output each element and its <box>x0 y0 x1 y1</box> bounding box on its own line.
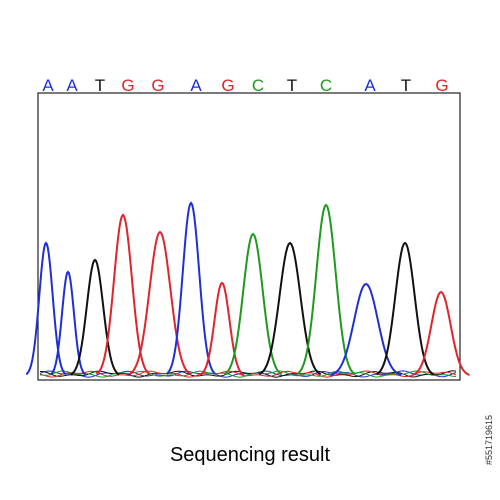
peak <box>49 270 87 376</box>
peak <box>70 258 120 376</box>
peak <box>223 232 283 376</box>
base-letter: C <box>252 76 264 95</box>
base-letter: G <box>435 76 448 95</box>
base-letter: G <box>151 76 164 95</box>
image-id: #551719615 <box>484 415 494 465</box>
baseline-noise <box>39 370 457 378</box>
frame <box>37 92 461 381</box>
peak <box>166 201 216 375</box>
peak <box>296 203 356 375</box>
peak <box>199 281 245 376</box>
peak <box>25 241 67 376</box>
caption: Sequencing result <box>170 444 331 466</box>
base-letter: G <box>221 76 234 95</box>
baseline-noise <box>39 370 457 378</box>
peak <box>258 241 322 376</box>
base-letter: A <box>42 76 54 95</box>
base-letter: C <box>320 76 332 95</box>
base-letter: A <box>364 76 376 95</box>
base-letter: T <box>401 76 411 95</box>
base-letter: T <box>95 76 105 95</box>
base-letter: A <box>66 76 78 95</box>
peak <box>330 282 402 376</box>
trace-group <box>25 201 470 378</box>
base-letter: G <box>121 76 134 95</box>
peak <box>412 290 470 376</box>
base-letter: A <box>190 76 202 95</box>
base-letter: T <box>287 76 297 95</box>
peak <box>128 230 192 376</box>
